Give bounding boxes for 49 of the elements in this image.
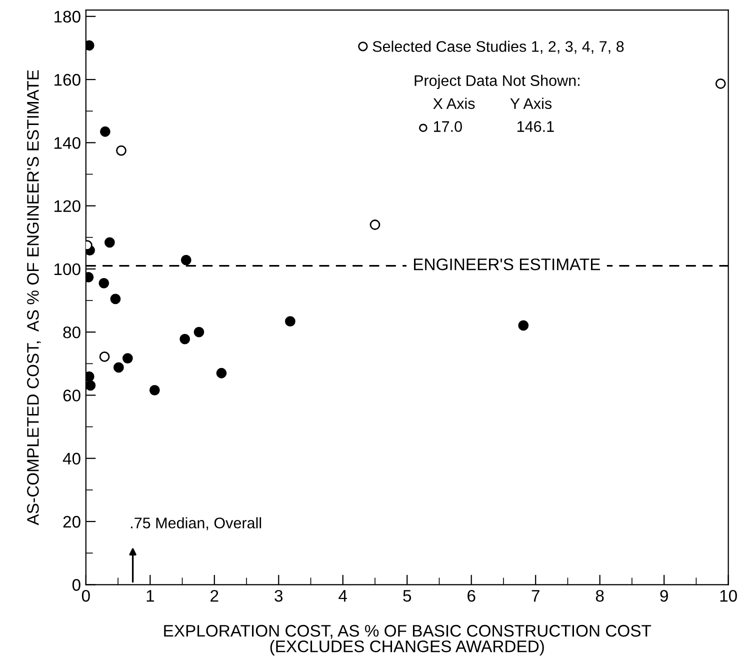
y-tick-label: 140	[54, 137, 80, 149]
y-tick-label: 160	[54, 74, 80, 86]
x-tick-label: 6	[468, 590, 476, 602]
point	[113, 362, 124, 373]
point	[98, 278, 110, 288]
y-tick-label: 80	[63, 326, 80, 338]
point	[285, 316, 296, 327]
y-tick-label: 120	[54, 200, 80, 212]
y-tick-label: 60	[63, 390, 80, 402]
annotation: Y Axis	[510, 98, 552, 109]
x-tick-label: 1	[146, 590, 154, 602]
point	[715, 78, 726, 89]
legend-label: Selected Case Studies 1, 2, 3, 4, 7, 8	[372, 40, 624, 54]
x-tick-label: 2	[210, 590, 218, 602]
y-tick-label: 180	[54, 10, 80, 23]
point	[100, 126, 110, 137]
point	[86, 380, 96, 391]
point	[180, 334, 190, 344]
ref-line-label: ENGINEER'S ESTIMATE	[414, 258, 600, 270]
x-tick-label: 10	[720, 590, 737, 602]
point	[518, 320, 529, 331]
x-tick-label: 3	[274, 590, 283, 602]
annotation: 146.1	[517, 121, 554, 132]
x-tick-label: 5	[403, 590, 412, 602]
point	[99, 352, 110, 362]
point	[104, 237, 115, 248]
point	[370, 220, 380, 230]
annotation: 17.0	[434, 121, 462, 132]
annotation: Project Data Not Shown:	[414, 74, 580, 90]
y-tick-label: 0	[72, 579, 80, 591]
point	[194, 326, 204, 338]
x-tick-label: 7	[532, 590, 540, 602]
point	[149, 384, 160, 396]
annotation: .75 Median, Overall	[130, 517, 262, 530]
x-tick-label: 9	[660, 590, 668, 602]
x-axis-title: EXPLORATION COST, AS % OF BASIC CONSTRUCTION COST (EXCLUDES CHANGES AWARDED)	[164, 624, 652, 656]
point	[180, 254, 192, 266]
y-tick-label: 20	[63, 516, 80, 528]
x-tick-label: 8	[596, 590, 604, 602]
x-tick-label: 4	[338, 590, 348, 602]
point	[116, 145, 126, 156]
y-tick-label: 40	[62, 452, 80, 465]
point	[110, 294, 121, 304]
point	[122, 353, 133, 364]
y-tick-label: 100	[54, 263, 80, 276]
x-tick-label: 0	[82, 590, 90, 602]
y-axis-title: AS-COMPLETED COST, AS % OF ENGINEER'S ESTIMATE	[27, 70, 41, 526]
annotation: X Axis	[433, 98, 475, 109]
point	[216, 368, 227, 378]
